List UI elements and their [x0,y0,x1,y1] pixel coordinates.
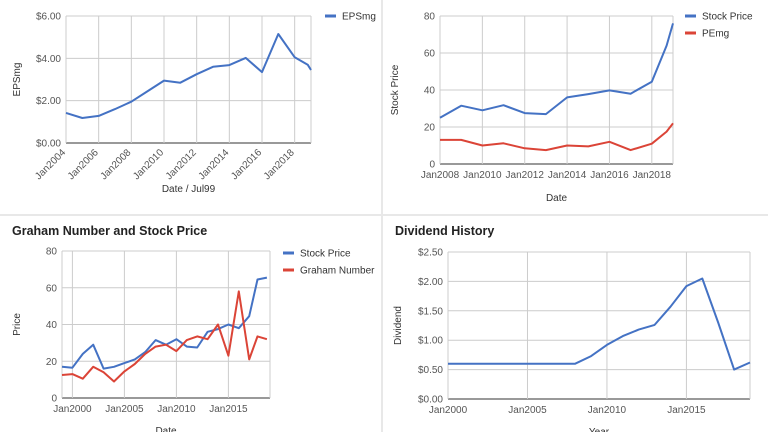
y-tick-label: 60 [424,49,436,60]
graham-number-chart-panel: Graham Number and Stock Price 0 20 40 60 80 Ja… [0,216,381,432]
x-tick-label: Jan2018 [633,170,672,181]
x-tick-label: Jan2006 [66,147,101,182]
chart-title: Dividend History [395,224,494,238]
y-axis-label: Price [12,313,23,336]
dividend-history-chart-panel: Dividend History $0.00 $0.50 $1.00 $1.50 $2.0… [383,216,768,432]
y-tick-label: 0 [429,160,435,171]
series-line-stock-price [439,23,674,119]
x-tick-label: Jan2008 [421,170,460,181]
legend-label: Stock Price [300,249,351,260]
y-tick-label: $1.50 [418,306,443,317]
x-tick-label: Jan2010 [157,404,196,415]
x-tick-label: Jan2016 [590,170,629,181]
chart-svg: Graham Number and Stock Price 0 20 40 60 80 Ja… [12,224,375,432]
epsmg-chart-panel: EPSmg$0.00$2.00$4.00$6.00Jan2004Jan2006J… [0,0,381,214]
x-tick-label: Jan2010 [463,170,502,181]
y-tick-label: $2.50 [418,248,443,259]
x-axis-label: Date [155,426,177,432]
y-tick-label: 40 [46,320,58,331]
x-tick-label: Jan2014 [548,170,587,181]
x-tick-label: Jan2010 [131,147,166,182]
x-tick-label: Jan2015 [209,404,248,415]
chart-svg: Price and PEmg020406080Jan2008Jan2010Jan… [390,12,753,205]
x-tick-label: Jan2005 [105,404,144,415]
series-line-stock-price [61,276,268,370]
y-axis-label: Dividend [393,306,404,345]
y-tick-label: $0.00 [418,395,443,406]
y-tick-label: 80 [46,247,58,258]
y-tick-label: $6.00 [36,12,61,23]
y-tick-label: $2.00 [418,277,443,288]
x-tick-label: Jan2014 [197,147,232,182]
y-tick-label: 0 [51,394,57,405]
chart-title: Graham Number and Stock Price [12,224,207,238]
x-axis-label: Year [589,427,610,432]
x-tick-label: Jan2008 [99,147,134,182]
series-line-0 [448,277,751,371]
x-tick-label: Jan2000 [53,404,92,415]
y-axis-label: Stock Price [390,64,401,115]
x-tick-label: Jan2004 [33,147,68,182]
chart-svg: EPSmg$0.00$2.00$4.00$6.00Jan2004Jan2006J… [12,12,376,196]
y-tick-label: 60 [46,283,58,294]
y-tick-label: 80 [424,12,436,23]
legend-label: Graham Number [300,266,375,277]
series-line-epsmg [65,33,312,119]
chart-svg: Dividend History $0.00 $0.50 $1.00 $1.50 $2.0… [393,224,751,432]
series-line-pemg [440,122,674,152]
legend-label: Stock Price [702,12,753,23]
y-tick-label: $0.00 [36,139,61,150]
x-axis-label: Date [546,193,568,204]
x-axis-label: Date / Jul99 [162,184,216,195]
y-tick-label: 40 [424,86,436,97]
x-tick-label: Jan2012 [506,170,545,181]
x-tick-label: Jan2015 [667,405,706,416]
x-tick-label: Jan2018 [262,147,297,182]
x-tick-label: Jan2005 [508,405,547,416]
x-tick-label: Jan2010 [588,405,627,416]
y-tick-label: 20 [424,123,436,134]
y-tick-label: $0.50 [418,365,443,376]
price-pemg-chart-panel: Price and PEmg020406080Jan2008Jan2010Jan… [383,0,768,214]
y-tick-label: $1.00 [418,336,443,347]
x-tick-label: Jan2012 [164,147,199,182]
x-tick-label: Jan2016 [229,147,264,182]
y-tick-label: $4.00 [36,54,61,65]
legend-label: PEmg [702,29,729,40]
y-axis-label: EPSmg [12,63,23,97]
y-tick-label: 20 [46,357,58,368]
x-tick-label: Jan2000 [429,405,468,416]
series-line-graham-number [61,290,268,383]
y-tick-label: $2.00 [36,96,61,107]
legend-label: EPSmg [342,12,376,23]
